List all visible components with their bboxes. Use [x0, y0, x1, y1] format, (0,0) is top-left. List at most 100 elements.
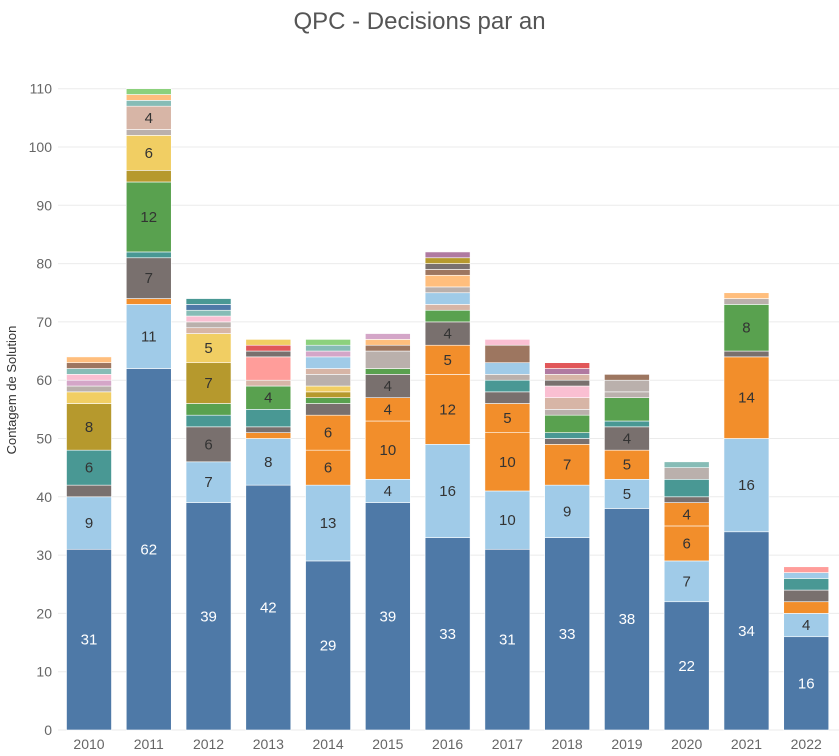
bar-segment [305, 350, 351, 358]
data-label: 7 [145, 270, 153, 287]
x-tick-label: 2011 [134, 736, 164, 752]
bar-segment [245, 409, 292, 428]
bar-segment [424, 286, 471, 294]
bar-segment [484, 344, 531, 364]
data-label: 22 [678, 658, 695, 675]
data-label: 10 [380, 442, 397, 459]
x-tick-label: 2017 [492, 736, 523, 752]
data-label: 4 [145, 110, 153, 127]
bar-segment [424, 269, 471, 276]
bar-segment [424, 257, 471, 264]
bar-segment [185, 362, 232, 404]
x-tick-label: 2010 [73, 736, 104, 752]
bar-segment [604, 508, 650, 731]
data-label: 5 [623, 486, 631, 503]
bar-segment [544, 385, 590, 398]
data-label: 12 [439, 401, 456, 418]
bar-segment [484, 391, 531, 404]
bar-segment [424, 292, 471, 305]
data-label: 6 [683, 535, 691, 552]
data-label: 4 [384, 401, 392, 418]
bar-segment [66, 362, 112, 369]
data-label: 16 [439, 483, 456, 500]
bar-segment [424, 444, 471, 538]
bar-segment [544, 537, 590, 731]
bar-segment [484, 432, 531, 492]
x-axis: 2010 2011 2012 2013 2014 2015 2016 2017 2018 2019… [73, 736, 822, 752]
y-tick-label: 110 [30, 81, 53, 97]
bar-segment [185, 309, 232, 317]
data-label: 6 [85, 460, 93, 477]
bar-segment [185, 461, 232, 503]
bar-segment [544, 362, 590, 369]
bar-segment [125, 181, 172, 253]
data-label: 10 [499, 512, 516, 529]
bar-segment [245, 344, 292, 352]
bar-stack: 42 8 4 [245, 339, 292, 731]
bar-stack: 39 7 6 7 5 [185, 298, 232, 731]
x-tick-label: 2022 [791, 736, 822, 752]
bar-stack: 38 5 5 4 [604, 374, 650, 731]
bar-segment [783, 572, 830, 579]
bar-segment [245, 432, 292, 439]
bar-segment [663, 560, 710, 603]
y-tick-label: 30 [36, 547, 52, 563]
bar-segment [365, 368, 411, 375]
bar-segment [66, 449, 112, 486]
y-tick-label: 90 [36, 197, 52, 213]
bar-segment [544, 368, 590, 375]
data-label: 16 [798, 675, 815, 692]
bar-segment [723, 438, 770, 533]
x-tick-label: 2021 [731, 736, 762, 752]
data-label: 4 [384, 378, 392, 395]
bar-segment [365, 344, 411, 352]
y-axis-label: Contagem de Solution [4, 326, 19, 455]
bar-segment [424, 274, 471, 288]
bar-segment [125, 170, 172, 183]
bar-segment [723, 304, 770, 352]
bar-segment [604, 420, 650, 428]
bar-segment [723, 292, 770, 299]
bar-segment [365, 502, 411, 731]
bar-segment [245, 339, 292, 346]
bar-segment [125, 88, 172, 95]
bar-segment [125, 94, 172, 101]
bar-segment [544, 374, 590, 381]
bar-segment [185, 304, 232, 311]
bar-stack: 34 16 14 8 [723, 292, 770, 731]
data-label: 7 [683, 573, 691, 590]
data-label: 4 [264, 390, 272, 407]
data-label: 10 [499, 454, 516, 471]
data-label: 4 [443, 326, 451, 343]
data-label: 6 [204, 436, 212, 453]
bar-segment [66, 484, 112, 498]
bar-segment [305, 560, 351, 731]
bars: 31 9 6 8 62 11 7 12 6 4 39 7 6 7 5 42 8 4 29 13 6 6 39 4 10 4 4 33 1… [66, 88, 830, 731]
bar-segment [185, 315, 232, 323]
data-label: 29 [320, 637, 337, 654]
data-label: 8 [742, 320, 750, 337]
bar-stack: 29 13 6 6 [305, 339, 351, 731]
bar-segment [544, 414, 590, 433]
bar-segment [125, 129, 172, 136]
bar-segment [305, 344, 351, 352]
bar-stack: 31 9 6 8 [66, 356, 112, 731]
bar-segment [185, 327, 232, 334]
bar-segment [484, 379, 531, 393]
bar-segment [604, 397, 650, 422]
bar-segment [245, 426, 292, 433]
data-label: 39 [200, 608, 217, 625]
bar-segment [305, 368, 351, 375]
bar-segment [365, 339, 411, 346]
bar-segment [544, 409, 590, 416]
bar-stack: 39 4 10 4 4 [365, 333, 411, 731]
data-label: 38 [619, 611, 636, 628]
bar-segment [424, 263, 471, 270]
bar-segment [604, 449, 650, 480]
bar-segment [245, 438, 292, 486]
bar-stack: 31 10 10 5 [484, 339, 531, 731]
y-tick-label: 70 [36, 314, 52, 330]
bar-segment [604, 374, 650, 381]
bar-segment [245, 484, 292, 731]
x-tick-label: 2020 [671, 736, 702, 752]
